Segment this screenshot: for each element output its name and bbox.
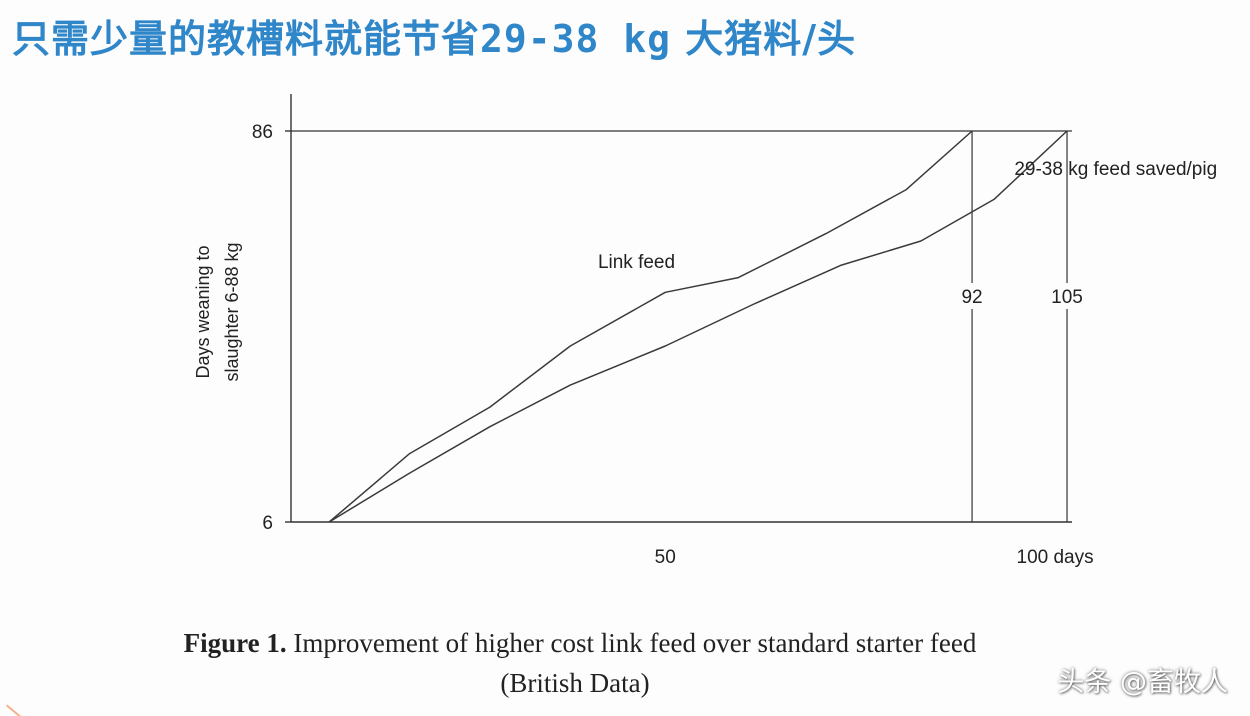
chart-annotation-1: Link feed: [598, 252, 675, 273]
y-axis-label-line1: Days weaning to: [193, 245, 213, 378]
watermark: 头条 @畜牧人: [1057, 667, 1228, 698]
figure-caption-text: Improvement of higher cost link feed ove…: [286, 628, 977, 658]
end-marker-label-background: [1045, 283, 1090, 309]
chart-series: [328, 130, 1068, 523]
figure-caption-source: (British Data): [500, 668, 650, 698]
slide-title-suffix: 大猪料/头: [671, 17, 857, 61]
x-tick-label: 50: [655, 547, 676, 568]
y-tick-label: 6: [262, 513, 273, 534]
series-line-2: [328, 130, 1068, 523]
figure-caption: Figure 1. Improvement of higher cost lin…: [0, 628, 1205, 659]
y-axis-label-line2: slaughter 6-88 kg: [222, 242, 242, 381]
figure-caption-label: Figure 1.: [183, 628, 287, 658]
x-tick-label: 100 days: [1017, 547, 1094, 568]
series-line-1: [328, 130, 973, 523]
slide-title: 只需少量的教槽料就能节省29-38 kg 大猪料/头: [12, 8, 856, 63]
slide-title-prefix: 只需少量的教槽料就能节省: [12, 17, 481, 61]
y-tick-label: 86: [252, 122, 273, 143]
end-marker-label-background: [956, 283, 989, 309]
end-marker-label: 105: [1051, 287, 1083, 308]
chart-reference-lines: [291, 130, 1090, 522]
chart-labels: 6 86 50 100 days Days weaning to slaughter 6-…: [193, 122, 1217, 568]
slide-title-amount: 29-38 kg: [480, 17, 672, 61]
chart-annotation-2: 29-38 kg feed saved/pig: [1014, 159, 1217, 180]
chart-axes: [285, 94, 1072, 523]
end-marker-label: 92: [961, 287, 982, 308]
